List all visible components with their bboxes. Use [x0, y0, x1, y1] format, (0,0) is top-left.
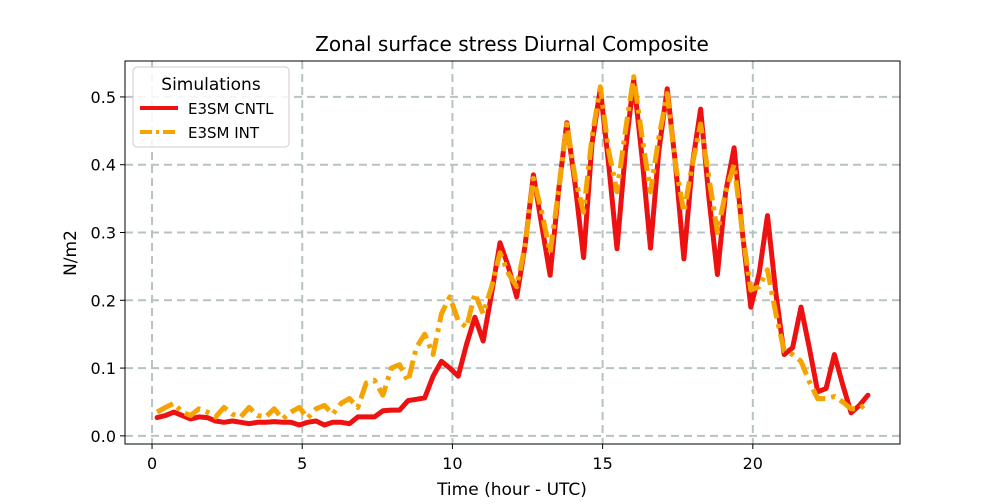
- x-tick-label: 15: [592, 454, 612, 473]
- chart-title: Zonal surface stress Diurnal Composite: [315, 32, 709, 56]
- tick-layer: 0 5 10 15 20 0.0 0.1 0.2 0.3 0.4 0.5: [91, 88, 763, 473]
- series-line-e3sm-int: [155, 74, 870, 422]
- y-tick-label: 0.1: [91, 359, 116, 378]
- y-tick-label: 0.3: [91, 224, 116, 243]
- legend-label-e3sm-int: E3SM INT: [188, 124, 260, 142]
- y-tick-label: 0.2: [91, 291, 116, 310]
- legend-box: [132, 66, 290, 148]
- grid-layer: [125, 61, 900, 444]
- y-tick-label: 0.5: [91, 88, 116, 107]
- x-tick-label: 0: [147, 454, 157, 473]
- legend: Simulations E3SM CNTL E3SM INT: [132, 66, 290, 148]
- x-tick-label: 10: [442, 454, 462, 473]
- y-axis-label: N/m2: [61, 230, 81, 276]
- plot-frame: [124, 60, 901, 445]
- y-tick-label: 0.0: [91, 427, 116, 446]
- legend-label-e3sm-cntl: E3SM CNTL: [188, 100, 274, 118]
- x-tick-label: 20: [743, 454, 763, 473]
- series-layer: [154, 74, 871, 428]
- y-tick-label: 0.4: [91, 156, 116, 175]
- x-tick-label: 5: [297, 454, 307, 473]
- legend-title: Simulations: [161, 75, 261, 95]
- x-axis-label: Time (hour - UTC): [436, 480, 587, 500]
